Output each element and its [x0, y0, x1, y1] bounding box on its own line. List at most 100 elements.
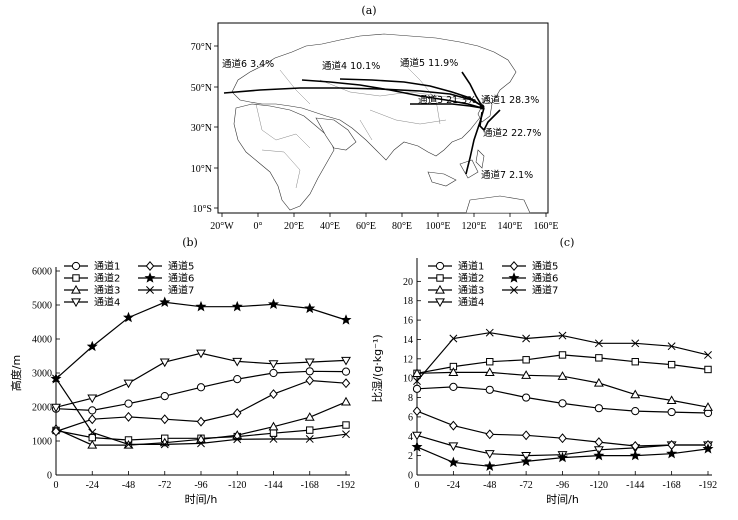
data-point — [412, 406, 422, 417]
x-tick-label: -24 — [447, 480, 460, 491]
map-lon-tick-label: 20°W — [210, 221, 234, 232]
data-point — [341, 378, 351, 389]
data-point — [197, 439, 205, 448]
data-point — [704, 350, 712, 359]
data-point — [233, 435, 242, 444]
x-tick-label: -24 — [86, 480, 99, 491]
y-tick-label: 1000 — [32, 437, 52, 448]
data-point — [305, 375, 315, 386]
map-lat-ticks: 70°N 50°N 30°N 10°N 10°S — [191, 42, 218, 215]
data-point — [449, 420, 458, 431]
data-point — [594, 437, 604, 448]
data-point — [269, 368, 278, 378]
data-point — [86, 340, 98, 352]
x-tick-label: -120 — [228, 480, 246, 491]
map-lat-tick-label: 70°N — [191, 42, 212, 53]
trajectory-5 — [339, 78, 483, 107]
x-tick-label: -168 — [662, 480, 680, 491]
legend-entry: 通道5 — [138, 260, 194, 273]
data-point — [522, 393, 531, 402]
data-point — [52, 374, 60, 383]
series-6 — [50, 296, 352, 384]
data-point — [232, 430, 243, 439]
data-point — [667, 407, 676, 417]
legend-label: 通道6 — [168, 272, 194, 285]
y-tick-label: 8 — [408, 393, 413, 404]
legend-entry: 通道3 — [428, 284, 484, 297]
data-point — [631, 407, 640, 416]
data-point — [629, 449, 641, 461]
data-point — [196, 383, 206, 392]
legend-label: 通道7 — [532, 284, 558, 297]
data-point — [87, 439, 98, 449]
y-tick-label: 12 — [403, 354, 413, 365]
data-point — [51, 403, 61, 413]
map-lon-tick-label: 140°E — [497, 221, 522, 232]
x-tick-label: -144 — [626, 480, 644, 491]
map-lat-tick-label: 10°S — [192, 204, 212, 215]
data-point — [305, 435, 314, 443]
legend-marker — [145, 261, 155, 271]
data-point — [342, 430, 350, 439]
x-tick-label: 0 — [415, 480, 420, 491]
data-point — [160, 414, 170, 425]
y-tick-label: 4000 — [32, 335, 52, 346]
x-tick-label: -192 — [699, 480, 717, 491]
legend-entry: 通道1 — [428, 260, 484, 273]
data-point — [630, 389, 641, 399]
legend-marker — [510, 286, 518, 294]
data-point — [413, 377, 421, 386]
map-lon-tick-label: 160°E — [533, 221, 558, 232]
map-lon-ticks: 20°W 0° 20°E 40°E 60°E 80°E 100°E 120°E 140°E 160… — [210, 213, 559, 232]
y-tick-label: 4 — [408, 432, 413, 443]
data-point — [232, 357, 243, 367]
legend-label: 通道7 — [168, 284, 194, 297]
y-tick-label: 14 — [403, 335, 413, 346]
data-point — [196, 434, 206, 443]
series-5 — [412, 406, 713, 451]
data-point — [269, 389, 278, 400]
x-tick-label: -168 — [301, 480, 319, 491]
y-axis-label: 高度/m — [9, 355, 23, 391]
y-tick-label: 6000 — [32, 267, 52, 278]
chart-height: 0 1000 2000 3000 4000 5000 6000 0 -24 -48 -72 -96 -1… — [9, 260, 355, 507]
series-7 — [413, 328, 712, 386]
series-line — [55, 352, 347, 408]
legend-entry: 通道7 — [502, 284, 558, 297]
y-tick-label: 6 — [408, 412, 413, 423]
data-point — [196, 349, 206, 359]
legend-entry: 通道4 — [428, 296, 484, 309]
data-point — [593, 377, 604, 387]
legend-label: 通道1 — [94, 260, 120, 273]
legend-entry: 通道4 — [64, 296, 120, 309]
y-tick-label: 2000 — [32, 403, 52, 414]
data-point — [340, 314, 352, 325]
map-lat-tick-label: 10°N — [191, 164, 212, 175]
data-point — [304, 412, 315, 421]
legend-label: 通道4 — [94, 296, 120, 309]
x-tick-label: -48 — [122, 480, 135, 491]
legend-entry: 通道5 — [502, 260, 558, 273]
legend-label: 通道2 — [458, 272, 484, 285]
data-point — [448, 367, 459, 376]
y-tick-label: 0 — [408, 471, 413, 482]
legend-label: 通道1 — [458, 260, 484, 273]
legend-label: 通道2 — [94, 272, 120, 285]
data-point — [558, 399, 567, 408]
data-point — [667, 360, 676, 369]
channel-label-5: 通道5 11.9% — [400, 57, 458, 69]
legend-label: 通道4 — [458, 296, 484, 309]
data-point — [631, 358, 639, 366]
x-tick-label: -48 — [483, 480, 496, 491]
trajectory-3 — [410, 103, 483, 109]
data-point — [304, 302, 316, 314]
legend-marker — [146, 286, 154, 294]
data-point — [341, 367, 351, 376]
data-point — [88, 406, 97, 415]
data-point — [124, 440, 133, 449]
legend-label: 通道5 — [532, 260, 558, 273]
series-1 — [412, 382, 713, 418]
data-point — [558, 331, 567, 340]
data-point — [522, 356, 530, 364]
